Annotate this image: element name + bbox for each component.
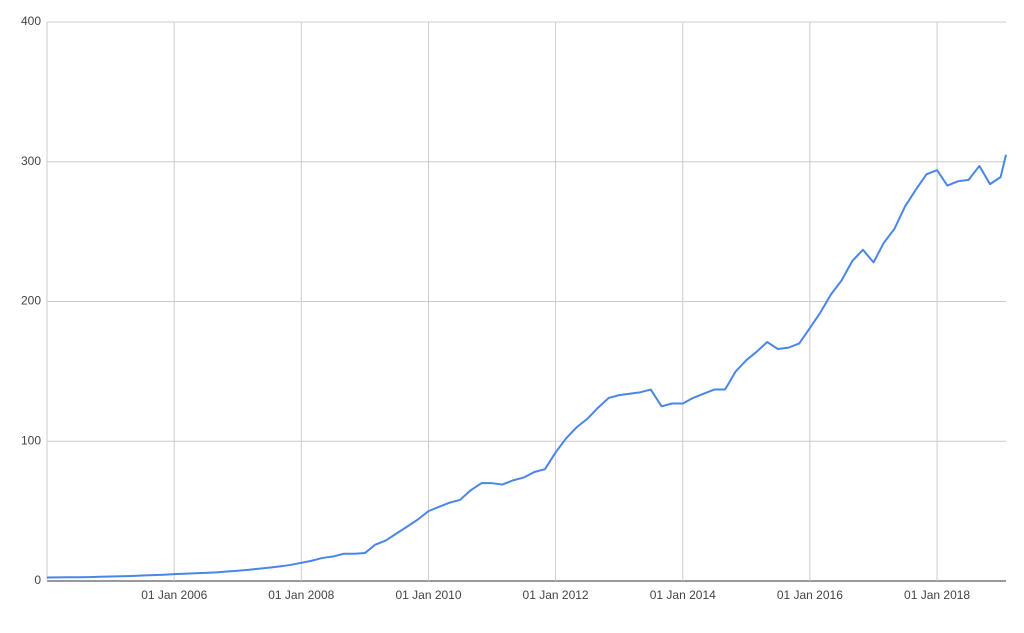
x-tick-label: 01 Jan 2006 xyxy=(141,588,207,602)
x-tick-label: 01 Jan 2014 xyxy=(650,588,716,602)
y-tick-label: 100 xyxy=(21,433,41,447)
y-tick-label: 300 xyxy=(21,154,41,168)
y-tick-label: 400 xyxy=(21,14,41,28)
x-tick-label: 01 Jan 2010 xyxy=(395,588,461,602)
x-tick-label: 01 Jan 2018 xyxy=(904,588,970,602)
x-tick-label: 01 Jan 2016 xyxy=(777,588,843,602)
y-tick-label: 0 xyxy=(34,573,41,587)
data-line xyxy=(46,154,1007,579)
x-tick-label: 01 Jan 2012 xyxy=(523,588,589,602)
y-tick-label: 200 xyxy=(21,294,41,308)
x-tick-label: 01 Jan 2008 xyxy=(268,588,334,602)
